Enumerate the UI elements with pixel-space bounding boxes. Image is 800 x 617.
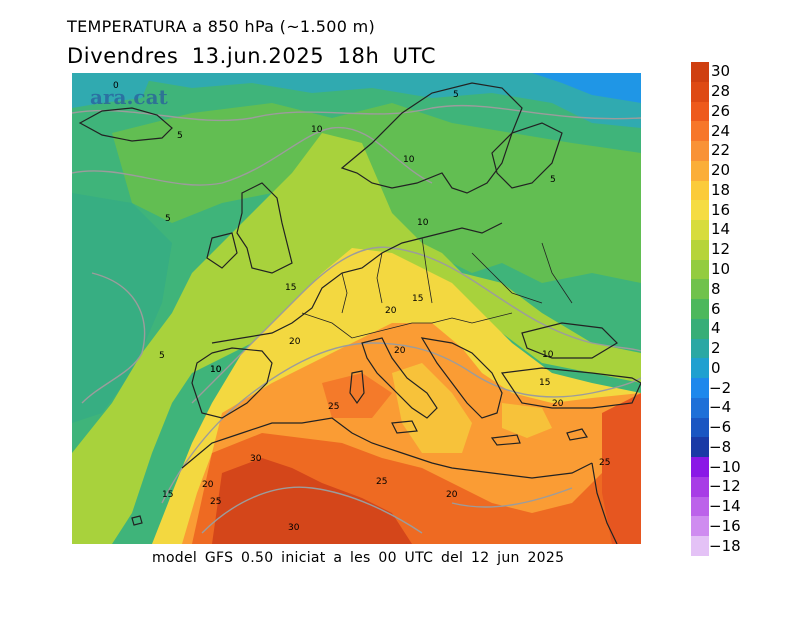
- legend-label: −6: [709, 418, 732, 437]
- legend-swatch: [691, 417, 709, 438]
- legend-label: 18: [711, 180, 731, 199]
- legend-label: −16: [709, 516, 741, 535]
- contour-label: 20: [385, 306, 397, 316]
- map-title: TEMPERATURA a 850 hPa (~1.500 m): [67, 17, 376, 36]
- contour-label: 15: [539, 378, 550, 388]
- contour-label: 5: [453, 90, 459, 100]
- contour-label: 30: [288, 523, 300, 533]
- legend-label: 12: [711, 240, 731, 259]
- contour-label: 5: [165, 214, 171, 224]
- legend-label: −2: [709, 378, 732, 397]
- contour-label: 5: [550, 175, 556, 185]
- legend-swatch: [691, 358, 709, 379]
- legend-label: 28: [711, 82, 731, 101]
- legend-swatch: [691, 437, 709, 458]
- contour-label: 25: [599, 458, 610, 468]
- contour-label: 30: [250, 454, 262, 464]
- legend-swatch: [691, 279, 709, 300]
- contour-label: 15: [412, 294, 423, 304]
- legend-label: 0: [711, 358, 721, 377]
- contour-label: 10: [210, 365, 222, 375]
- legend-label: 8: [711, 279, 721, 298]
- legend-label: −10: [709, 457, 741, 476]
- legend-label: −18: [709, 536, 741, 555]
- legend-label: 6: [711, 299, 721, 318]
- legend-swatch: [691, 496, 709, 517]
- contour-label: 5: [177, 131, 183, 141]
- color-scale-legend: [691, 62, 709, 557]
- legend-swatch: [691, 299, 709, 320]
- contour-label: 25: [376, 477, 387, 487]
- contour-label: 25: [328, 402, 339, 412]
- legend-label: 16: [711, 200, 731, 219]
- contour-label: 20: [552, 399, 564, 409]
- legend-label: 14: [711, 220, 731, 239]
- legend-swatch: [691, 536, 709, 557]
- araccat-watermark: ara.cat: [90, 85, 169, 109]
- legend-label: −14: [709, 497, 741, 516]
- legend-swatch: [691, 476, 709, 498]
- legend-swatch: [691, 259, 709, 280]
- legend-swatch: [691, 200, 709, 221]
- contour-label: 20: [202, 480, 214, 490]
- legend-label: 30: [711, 62, 731, 81]
- legend-label: 10: [711, 259, 731, 278]
- contour-label: 5: [159, 351, 165, 361]
- legend-swatch: [691, 160, 709, 182]
- legend-swatch: [691, 121, 709, 142]
- legend-label: 2: [711, 339, 721, 358]
- legend-swatch: [691, 397, 709, 419]
- legend-swatch: [691, 338, 709, 359]
- legend-label: −8: [709, 437, 732, 456]
- legend-swatch: [691, 62, 709, 83]
- legend-swatch: [691, 239, 709, 261]
- contour-label: 10: [311, 125, 323, 135]
- contour-label: 0: [113, 81, 119, 91]
- contour-label: 15: [162, 490, 173, 500]
- legend-label: −4: [709, 398, 732, 417]
- legend-label: 4: [711, 319, 721, 338]
- contour-label: 20: [394, 346, 406, 356]
- temperature-map: ara.cat 0 5 5 5 5 10 10 10 5 10 15 20 15…: [72, 73, 641, 544]
- legend-swatch: [691, 516, 709, 537]
- legend-label: 24: [711, 121, 731, 140]
- contour-label: 10: [210, 365, 222, 375]
- legend-swatch: [691, 220, 709, 241]
- legend-swatch: [691, 141, 709, 162]
- legend-swatch: [691, 318, 709, 340]
- contour-label: 10: [403, 155, 415, 165]
- contour-label: 25: [210, 497, 221, 507]
- legend-swatch: [691, 101, 709, 122]
- contour-label: 10: [542, 350, 554, 360]
- map-subtitle: Divendres 13.jun.2025 18h UTC: [67, 44, 437, 68]
- legend-swatch: [691, 180, 709, 201]
- legend-label: −12: [709, 477, 741, 496]
- contour-label: 10: [417, 218, 429, 228]
- legend-swatch: [691, 457, 709, 478]
- contour-label: 20: [446, 490, 458, 500]
- legend-swatch: [691, 378, 709, 399]
- contour-label: 20: [289, 337, 301, 347]
- legend-label: 22: [711, 141, 731, 160]
- legend-swatch: [691, 81, 709, 102]
- legend-label: 26: [711, 101, 731, 120]
- model-info-footer: model GFS 0.50 iniciat a les 00 UTC del …: [152, 550, 565, 566]
- legend-label: 20: [711, 161, 731, 180]
- contour-label: 15: [285, 283, 296, 293]
